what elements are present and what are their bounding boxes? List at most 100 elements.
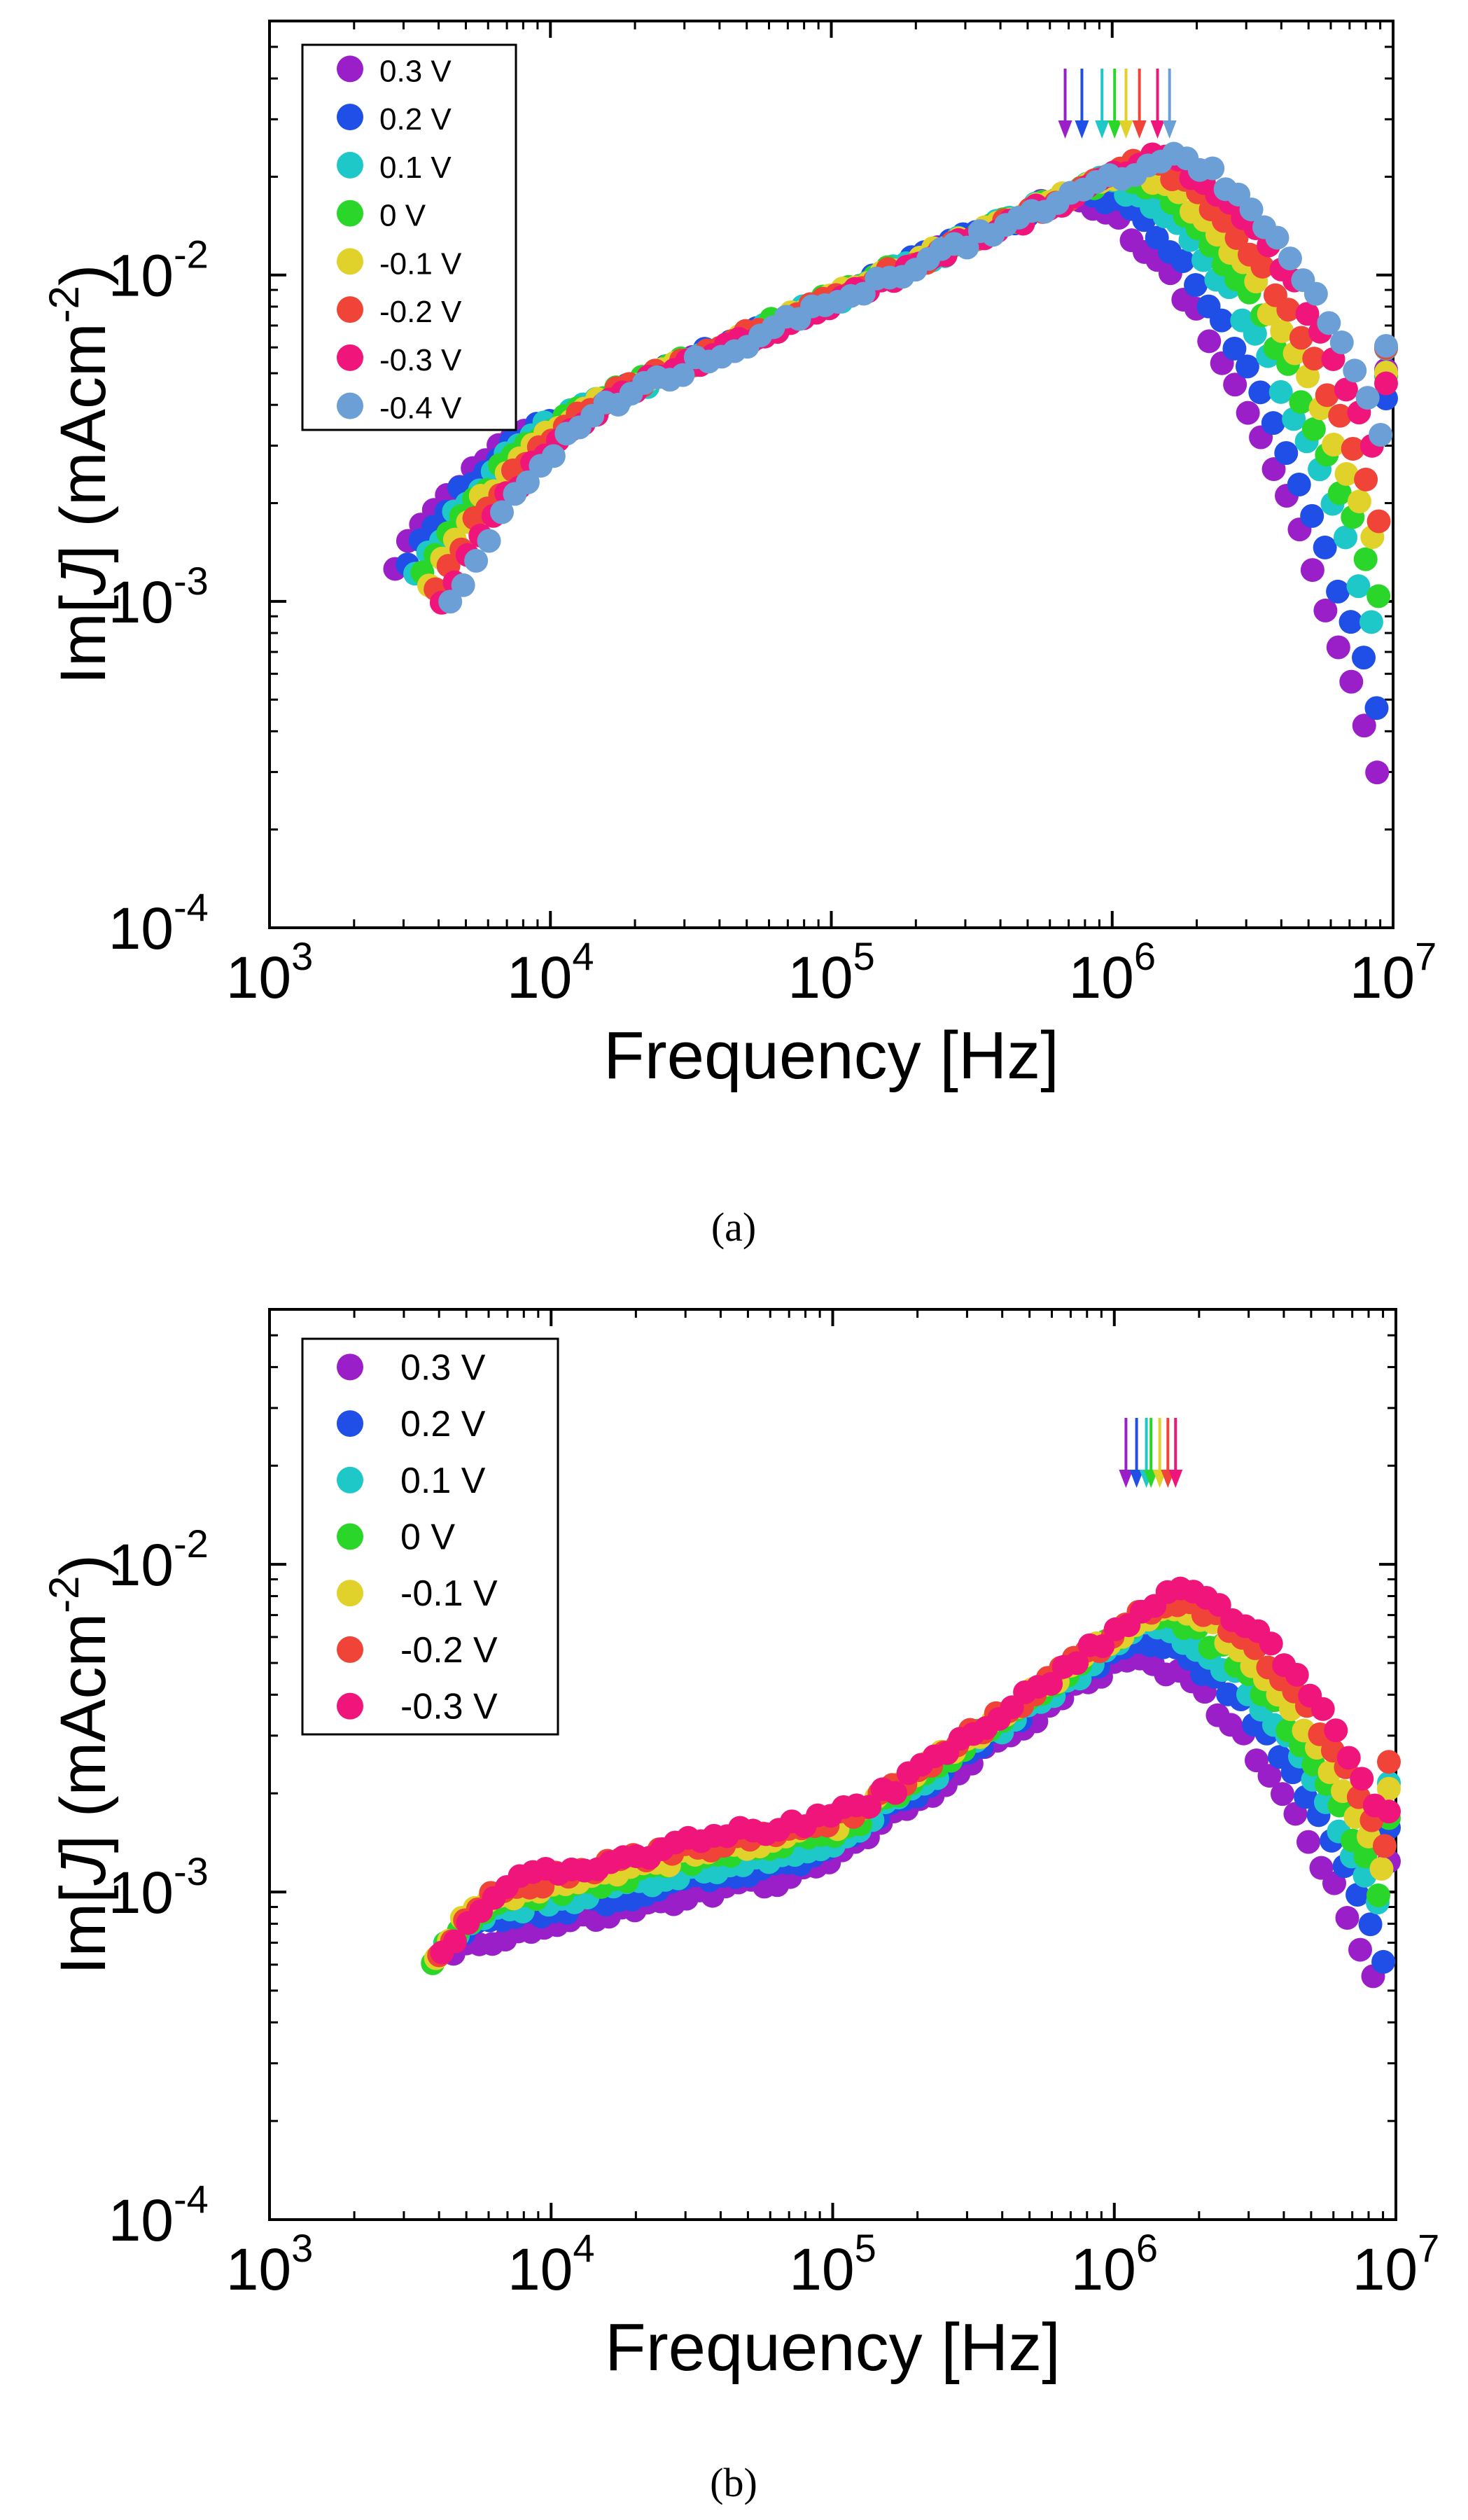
legend-marker — [337, 1410, 363, 1437]
data-point — [1377, 1750, 1401, 1774]
x-tick-label: 104 — [507, 934, 594, 1010]
data-point — [438, 590, 463, 614]
data-point — [1248, 380, 1273, 405]
data-point — [1303, 281, 1328, 306]
legend: 0.3 V 0.2 V 0.1 V 0 V -0.1 V -0.2 V -0.3 V -0.4… — [301, 43, 517, 431]
data-point — [1295, 302, 1320, 326]
series--0p3V — [430, 1576, 1401, 1965]
data-point — [1224, 225, 1249, 250]
legend-marker — [337, 1692, 363, 1720]
data-point — [1239, 197, 1264, 222]
x-tick-label: 103 — [226, 934, 314, 1010]
peak-arrow-head — [1129, 1470, 1144, 1488]
peak-arrow-head — [1075, 120, 1089, 139]
data-point — [1265, 225, 1289, 250]
data-point — [1377, 1776, 1401, 1801]
legend-marker — [337, 55, 363, 83]
legend-label: -0.3 V — [400, 1687, 498, 1727]
data-point — [1350, 1767, 1374, 1791]
peak-arrow-head — [1119, 120, 1133, 139]
data-point — [1372, 1834, 1397, 1858]
data-point — [1257, 1764, 1282, 1788]
data-point — [1377, 1799, 1401, 1824]
legend-marker — [337, 1580, 363, 1607]
data-point — [1212, 209, 1236, 233]
data-point — [1328, 403, 1352, 428]
x-tick-label: 105 — [789, 2226, 876, 2302]
data-point — [1289, 326, 1313, 350]
data-point — [1261, 411, 1285, 436]
data-point — [1326, 635, 1350, 660]
data-point — [858, 1795, 882, 1819]
data-point — [1346, 574, 1371, 599]
data-point — [1236, 401, 1260, 425]
data-point — [1301, 417, 1326, 441]
caption-b: (b) — [710, 2460, 757, 2505]
legend-marker — [337, 248, 363, 275]
y-tick-label: 10-3 — [109, 559, 209, 635]
data-point — [1322, 433, 1346, 457]
data-point — [1315, 383, 1339, 408]
y-axis-label: Im[J] (mAcm-2) — [41, 264, 119, 684]
data-point — [1334, 461, 1359, 486]
data-point — [1352, 713, 1376, 738]
peak-arrow-head — [1168, 1470, 1183, 1488]
data-point — [1329, 330, 1354, 355]
data-point — [1338, 610, 1363, 634]
x-tick-label: 107 — [1350, 934, 1437, 1010]
data-point — [1065, 1651, 1089, 1676]
data-point — [1358, 1912, 1383, 1937]
legend-label: 0 V — [400, 1517, 455, 1558]
data-point — [1278, 246, 1302, 271]
legend-label: -0.2 V — [400, 1630, 498, 1671]
data-point — [1201, 156, 1225, 181]
data-point — [1336, 1746, 1361, 1770]
peak-arrow-head — [1119, 1470, 1133, 1488]
legend-marker — [337, 104, 363, 131]
peak-arrow-head — [1058, 120, 1072, 139]
data-point — [1222, 336, 1247, 361]
data-point — [1369, 1856, 1394, 1881]
peak-arrow-head — [1107, 120, 1122, 139]
x-axis-label: Frequency [Hz] — [605, 2310, 1061, 2385]
data-point — [541, 444, 566, 468]
data-point — [1250, 254, 1275, 279]
y-axis-label: Im[J] (mAcm-2) — [41, 1554, 119, 1975]
data-point — [1335, 1906, 1359, 1930]
legend-label: -0.4 V — [379, 391, 462, 426]
data-point — [1348, 1937, 1372, 1962]
legend-label: 0.1 V — [379, 151, 452, 185]
data-point — [477, 529, 501, 553]
y-tick-label: 10-2 — [109, 1522, 209, 1598]
legend-marker — [337, 1353, 363, 1381]
caption-a: (a) — [711, 1204, 756, 1250]
data-point — [1343, 358, 1367, 383]
legend-marker — [337, 151, 363, 179]
data-point — [1334, 377, 1358, 402]
legend-box — [301, 43, 517, 431]
x-tick-label: 104 — [508, 2226, 595, 2302]
data-point — [464, 548, 489, 573]
data-point — [1333, 525, 1357, 550]
data-point — [1355, 386, 1380, 410]
x-tick-label: 107 — [1352, 2226, 1440, 2302]
data-point — [1223, 373, 1247, 397]
data-point — [1300, 503, 1324, 528]
data-point — [1091, 1634, 1115, 1659]
peak-arrow-head — [1132, 120, 1147, 139]
data-point — [1345, 1883, 1370, 1907]
data-point — [671, 363, 695, 387]
data-point — [1339, 669, 1364, 694]
legend-label: 0.1 V — [400, 1461, 486, 1501]
data-point — [1302, 347, 1327, 371]
y-tick-label: 10-4 — [109, 885, 209, 961]
data-point — [1366, 1883, 1390, 1907]
y-tick-label: 10-4 — [109, 2177, 209, 2253]
peak-arrow-head — [1095, 120, 1110, 139]
legend-label: -0.1 V — [400, 1573, 498, 1614]
data-point — [1359, 610, 1383, 634]
legend: 0.3 V 0.2 V 0.1 V 0 V -0.1 V -0.2 V -0.3 V — [301, 1337, 559, 1736]
data-point — [1197, 329, 1222, 354]
data-point — [1341, 436, 1365, 461]
legend-marker — [337, 344, 363, 371]
